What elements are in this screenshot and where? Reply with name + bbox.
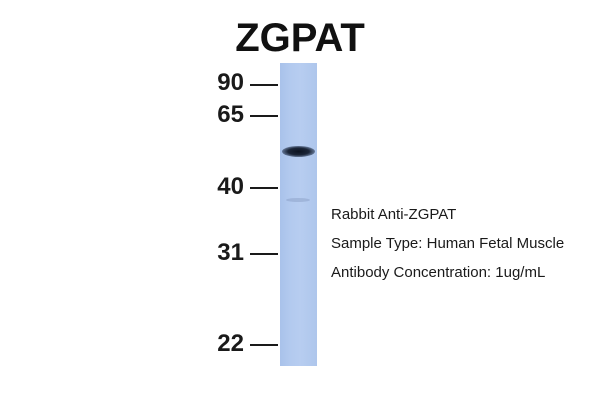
blot-lane — [280, 63, 317, 366]
faint-band — [286, 198, 310, 202]
antibody-label: Rabbit Anti-ZGPAT — [331, 206, 457, 223]
marker-label-40: 40 — [217, 173, 244, 200]
marker-label-22: 22 — [217, 330, 244, 357]
marker-tick-40 — [250, 187, 278, 189]
marker-tick-31 — [250, 253, 278, 255]
concentration-label: Antibody Concentration: 1ug/mL — [331, 264, 546, 281]
protein-band — [282, 146, 315, 157]
marker-tick-22 — [250, 344, 278, 346]
blot-title: ZGPAT — [235, 16, 365, 60]
marker-tick-90 — [250, 84, 278, 86]
marker-tick-65 — [250, 115, 278, 117]
sample-type-label: Sample Type: Human Fetal Muscle — [331, 235, 565, 252]
marker-label-65: 65 — [217, 101, 244, 128]
marker-label-31: 31 — [217, 239, 244, 266]
marker-label-90: 90 — [217, 69, 244, 96]
